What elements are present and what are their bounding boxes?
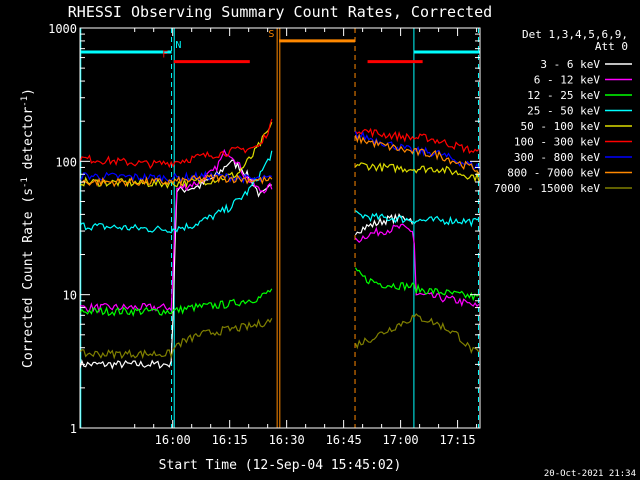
- x-tick-label-3: 16:45: [326, 433, 362, 447]
- plot-frame: [79, 27, 481, 429]
- series-line-5-1: [354, 127, 480, 154]
- y-tick-label-0: 1: [70, 422, 77, 436]
- x-tick-label-5: 17:15: [440, 433, 476, 447]
- legend-label-1: 6 - 12 keV: [534, 74, 601, 87]
- series-line-6-0: [79, 170, 273, 184]
- y-axis-label-mid: detector: [21, 107, 36, 178]
- y-axis-label: Corrected Count Rate (s-1 detector-1): [20, 88, 36, 368]
- flag-label-S: S: [268, 29, 274, 40]
- series-line-1-0: [79, 148, 273, 314]
- series-line-2-0: [79, 288, 273, 318]
- legend-label-0: 3 - 6 keV: [540, 58, 600, 71]
- series-line-8-1: [354, 313, 480, 354]
- x-tick-label-2: 16:30: [269, 433, 305, 447]
- series-line-3-0: [79, 150, 273, 234]
- legend-label-8: 7000 - 15000 keV: [494, 182, 600, 195]
- legend-label-3: 25 - 50 keV: [527, 105, 600, 118]
- legend: Det 1,3,4,5,6,9,Att 0 3 - 6 keV 6 - 12 keV…: [494, 28, 632, 195]
- x-tick-label-4: 17:00: [383, 433, 419, 447]
- y-axis-label-end: ): [21, 88, 36, 96]
- series-line-4-0: [79, 121, 273, 189]
- footer-date: 20-Oct-2021 21:34: [544, 469, 636, 479]
- legend-header-0: Det 1,3,4,5,6,9,: [522, 28, 628, 41]
- legend-label-4: 50 - 100 keV: [521, 120, 601, 133]
- y-axis-label-sup2: -1: [20, 96, 30, 107]
- flag-label-N: N: [175, 40, 181, 51]
- chart-title: RHESSI Observing Summary Count Rates, Co…: [68, 3, 492, 21]
- x-tick-label-1: 16:15: [212, 433, 248, 447]
- axis-ticks: 16:00 16:15 16:30 16:45 17:00 17:15 1 10 100 1000: [48, 22, 480, 447]
- legend-label-5: 100 - 300 keV: [514, 136, 600, 149]
- flag-label-F: F: [162, 50, 168, 61]
- y-axis-label-sup1: -1: [20, 177, 30, 188]
- y-tick-label-3: 1000: [48, 22, 77, 36]
- y-tick-label-2: 100: [55, 155, 77, 169]
- legend-label-7: 800 - 7000 keV: [507, 167, 600, 180]
- legend-label-2: 12 - 25 keV: [527, 89, 600, 102]
- legend-header-1: Att 0: [595, 40, 628, 53]
- series-line-0-0: [79, 159, 272, 370]
- y-tick-label-1: 10: [63, 289, 77, 303]
- series-line-5-0: [79, 118, 273, 170]
- series-line-1-1: [354, 223, 480, 308]
- x-axis-label: Start Time (12-Sep-04 15:45:02): [159, 458, 402, 473]
- series-line-2-1: [354, 267, 480, 302]
- series-lines: [79, 118, 480, 370]
- series-line-0-1: [354, 212, 413, 236]
- x-tick-label-0: 16:00: [155, 433, 191, 447]
- series-line-3-1: [355, 210, 480, 228]
- series-line-4-1: [354, 162, 480, 183]
- series-line-7-1: [354, 133, 480, 175]
- series-line-7-0: [79, 173, 273, 188]
- legend-label-6: 300 - 800 keV: [514, 151, 600, 164]
- observing-flags: NF S: [80, 28, 480, 428]
- y-axis-label-main: Corrected Count Rate (s: [21, 188, 36, 368]
- series-line-8-0: [79, 318, 273, 360]
